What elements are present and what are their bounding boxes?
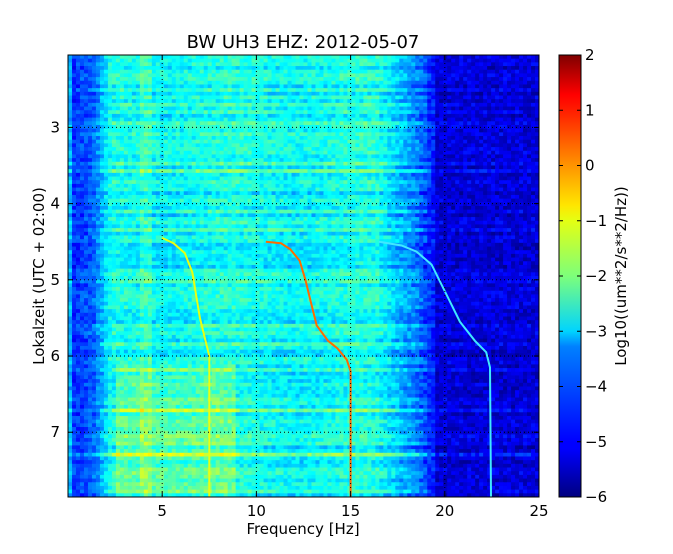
x-axis-label: Frequency [Hz] (246, 520, 359, 538)
colorbar-tick-label: −6 (585, 488, 607, 506)
plot-frame (67, 54, 540, 498)
colorbar-label: Log10((um**2/s**2/Hz)) (612, 186, 630, 366)
tonal-track-2 (265, 240, 352, 497)
colorbar-tick-label: 1 (585, 101, 595, 119)
y-tick-label: 5 (50, 271, 60, 289)
colorbar-ticks: 2 1 0 −1 −2 −3 −4 −5 −6 (559, 46, 607, 506)
colorbar-tick-label: −1 (585, 212, 607, 230)
colorbar-tick-label: −4 (585, 378, 607, 396)
y-axis-ticks: 3 4 5 6 7 (50, 118, 539, 441)
colorbar-tick-label: −2 (585, 267, 607, 285)
y-tick-label: 6 (50, 347, 60, 365)
x-tick-label: 15 (341, 502, 360, 520)
y-tick-label: 4 (50, 195, 60, 213)
colorbar-tick-label: 0 (585, 157, 595, 175)
colorbar-tick-label: −5 (585, 433, 607, 451)
x-tick-label: 20 (435, 502, 454, 520)
y-tick-label: 3 (50, 118, 60, 136)
y-axis-label: Lokalzeit (UTC + 02:00) (30, 187, 48, 365)
colorbar: 2 1 0 −1 −2 −3 −4 −5 −6 Log10((um**2/s**2/Hz)) (558, 46, 630, 506)
chart-title: BW UH3 EHZ: 2012-05-07 (187, 32, 420, 53)
tonal-track-1 (161, 236, 211, 497)
grid-lines (68, 55, 539, 497)
spectrogram-heatmap (68, 55, 539, 497)
x-axis-ticks: 5 10 15 20 25 (157, 55, 549, 520)
colorbar-tick-label: 2 (585, 46, 595, 64)
y-tick-label: 7 (50, 423, 60, 441)
colorbar-tick-label: −3 (585, 322, 607, 340)
tonal-track-3 (378, 240, 492, 497)
plot-area: 5 10 15 20 25 3 4 5 6 7 (50, 54, 549, 520)
x-tick-label: 25 (529, 502, 548, 520)
tonal-tracks (161, 236, 492, 497)
x-tick-label: 10 (247, 502, 266, 520)
x-tick-label: 5 (157, 502, 167, 520)
